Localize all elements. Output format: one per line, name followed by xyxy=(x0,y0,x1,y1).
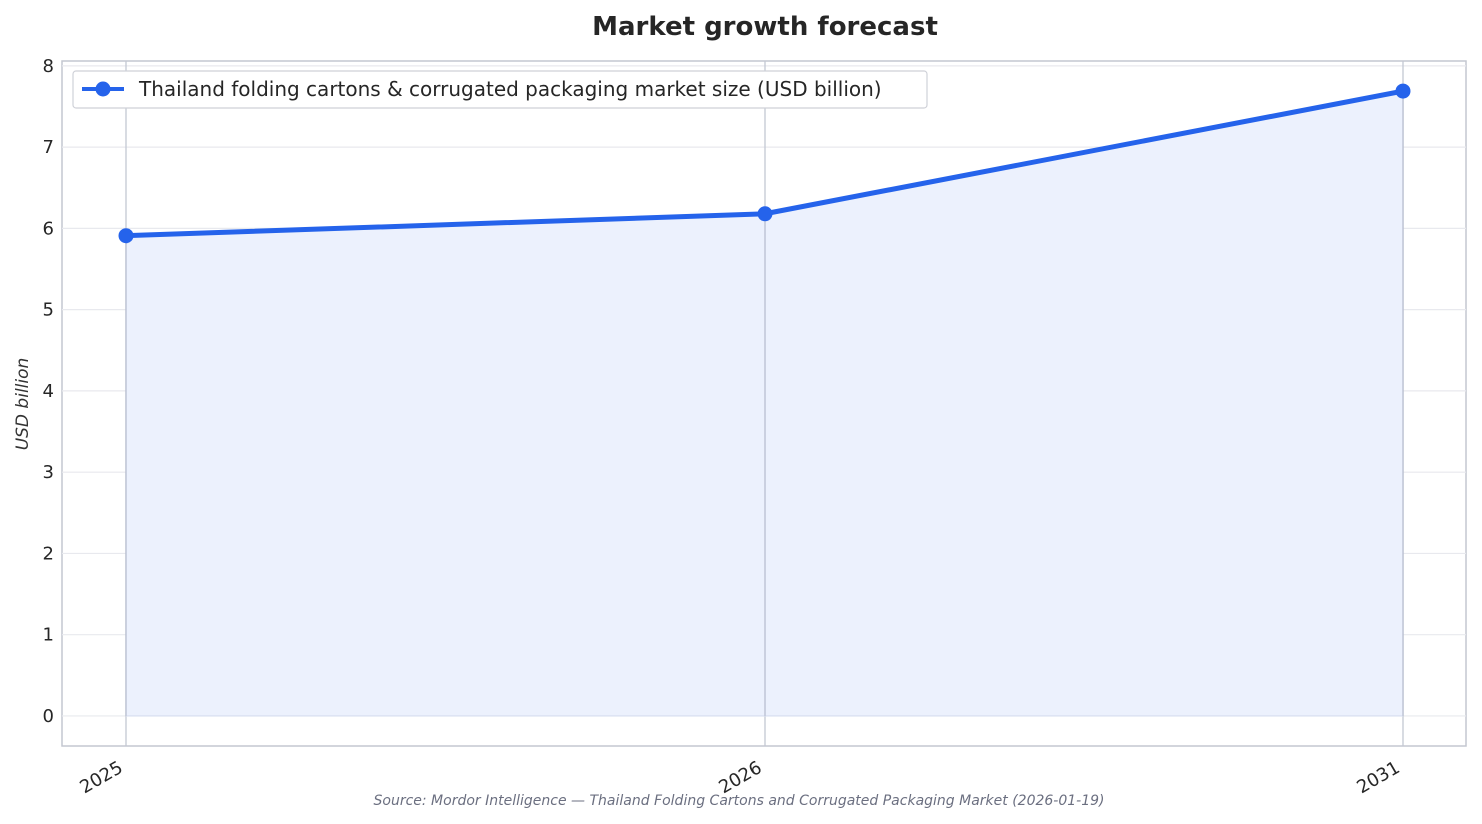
line-layer xyxy=(118,83,1411,244)
legend: Thailand folding cartons & corrugated pa… xyxy=(72,70,928,109)
area-layer xyxy=(125,91,1404,717)
y-axis-label: USD billion xyxy=(13,358,33,451)
y-tick-label: 7 xyxy=(43,137,54,158)
y-tick-label: 6 xyxy=(43,218,54,239)
y-tick-label: 8 xyxy=(43,56,54,77)
chart-title: Market growth forecast xyxy=(592,12,938,42)
y-tick-label: 3 xyxy=(43,462,54,483)
x-tick-label: 2031 xyxy=(1353,757,1403,798)
legend-marker-swatch xyxy=(95,81,111,97)
data-point xyxy=(118,228,134,244)
y-tick-label: 1 xyxy=(43,625,54,646)
legend-box xyxy=(72,70,928,109)
y-tick-label: 2 xyxy=(43,543,54,564)
y-tick-label: 4 xyxy=(43,381,54,402)
y-axis: 0 1 2 3 4 5 6 7 8 xyxy=(43,56,54,727)
y-tick-label: 5 xyxy=(43,300,54,321)
x-tick-label: 2025 xyxy=(76,757,126,798)
source-note: Source: Mordor Intelligence — Thailand F… xyxy=(374,793,1105,809)
y-tick-label: 0 xyxy=(43,706,54,727)
data-point xyxy=(1395,83,1411,99)
legend-label: Thailand folding cartons & corrugated pa… xyxy=(138,77,882,101)
data-point xyxy=(757,206,773,222)
